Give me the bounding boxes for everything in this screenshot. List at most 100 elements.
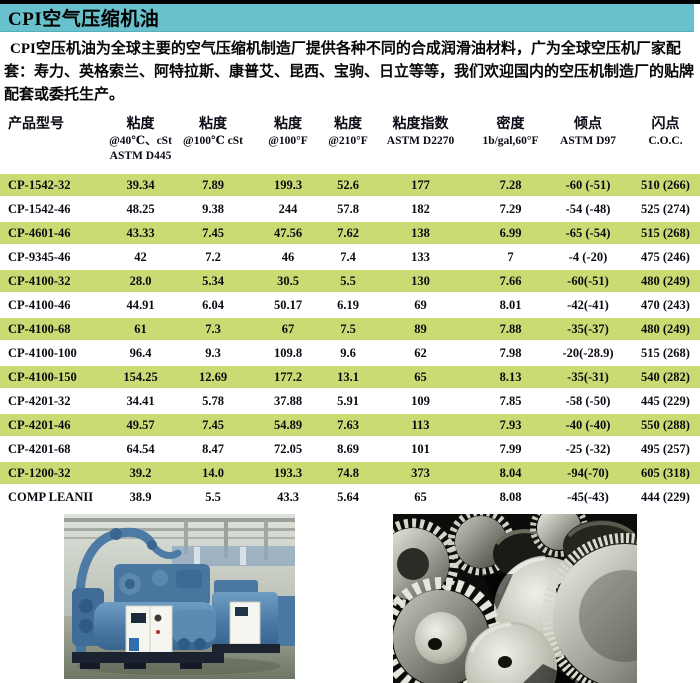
value-cell: 7.3 [173,317,253,342]
value-cell: 7.45 [173,413,253,438]
table-row: CP-4601-46 43.33 7.45 47.56 7.62 138 6.99 -65 (… [0,221,700,246]
column-header: 闪点 C.O.C. [623,112,700,174]
value-cell: 8.08 [468,485,553,510]
value-cell: 43.3 [253,485,323,510]
table-row: CP-4100-150 154.25 12.69 177.2 13.1 65 8.13 -35… [0,365,700,390]
column-header: 粘度 @210°F [323,112,373,174]
product-model-cell: CP-4601-46 [0,221,108,246]
value-cell: 96.4 [108,341,173,366]
value-cell: -25 (-32) [553,437,623,462]
value-cell: 550 (288) [623,413,700,438]
value-cell: -54 (-48) [553,197,623,222]
value-cell: 7.98 [468,341,553,366]
product-model-cell: CP-4100-100 [0,341,108,366]
value-cell: -58 (-50) [553,389,623,414]
column-header-text: @100°F [268,135,308,147]
value-cell: 515 (268) [623,221,700,246]
value-cell: 7.4 [323,245,373,270]
value-cell: 50.17 [253,293,323,318]
column-header-text: C.O.C. [648,135,683,147]
value-cell: 6.19 [323,293,373,318]
compressor-units-photo [64,514,295,679]
value-cell: 39.34 [108,174,173,198]
value-cell: -35(-31) [553,365,623,390]
column-header-text: ASTM D97 [560,135,616,147]
value-cell: 109 [373,389,468,414]
value-cell: 52.6 [323,174,373,198]
value-cell: 62 [373,341,468,366]
value-cell: 7.45 [173,221,253,246]
value-cell: 89 [373,317,468,342]
value-cell: 9.38 [173,197,253,222]
value-cell: 42 [108,245,173,270]
value-cell: 7.62 [323,221,373,246]
value-cell: 7.88 [468,317,553,342]
value-cell: 13.1 [323,365,373,390]
column-header-text: 闪点 [651,117,680,132]
table-row: CP-4201-68 64.54 8.47 72.05 8.69 101 7.99 -25 (… [0,437,700,462]
value-cell: 14.0 [173,461,253,486]
value-cell: 64.54 [108,437,173,462]
value-cell: 8.01 [468,293,553,318]
value-cell: 44.91 [108,293,173,318]
product-model-cell: CP-4100-68 [0,317,108,342]
column-header-text: 1b/gal,60°F [482,135,539,147]
table-row: CP-1542-46 48.25 9.38 244 57.8 182 7.29 -54 (-4… [0,197,700,222]
value-cell: 515 (268) [623,341,700,366]
value-cell: 113 [373,413,468,438]
column-header-text: @40℃、cSt [109,135,172,147]
value-cell: -94(-70) [553,461,623,486]
column-header-text: 粘度 [274,117,302,132]
column-header: 粘度 @100℃ cSt [173,112,253,174]
table-row: CP-1542-32 39.34 7.89 199.3 52.6 177 7.28 -60 (… [0,174,700,198]
column-header: 倾点 ASTM D97 [553,112,623,174]
value-cell: 7.66 [468,269,553,294]
value-cell: 177 [373,174,468,198]
column-header-text: 密度 [496,117,525,132]
table-row: CP-4201-46 49.57 7.45 54.89 7.63 113 7.93 -40 (… [0,413,700,438]
value-cell: 7.63 [323,413,373,438]
product-model-cell: CP-4201-46 [0,413,108,438]
product-model-cell: CP-4100-32 [0,269,108,294]
column-header: 粘度 @40℃、cSt ASTM D445 [108,112,173,174]
table-row: COMP LEANII 38.9 5.5 43.3 5.64 65 8.08 -45(-43)… [0,485,700,510]
value-cell: 48.25 [108,197,173,222]
value-cell: 5.5 [173,485,253,510]
table-row: CP-4100-68 61 7.3 67 7.5 89 7.88 -35(-37) 480 (2… [0,317,700,342]
value-cell: 244 [253,197,323,222]
product-model-cell: CP-9345-46 [0,245,108,270]
value-cell: 6.04 [173,293,253,318]
value-cell: 445 (229) [623,389,700,414]
column-header: 密度 1b/gal,60°F [468,112,553,174]
value-cell: 480 (249) [623,269,700,294]
value-cell: 8.04 [468,461,553,486]
value-cell: 5.78 [173,389,253,414]
value-cell: 7.29 [468,197,553,222]
value-cell: 480 (249) [623,317,700,342]
value-cell: 109.8 [253,341,323,366]
value-cell: 495 (257) [623,437,700,462]
product-model-cell: CP-4100-46 [0,293,108,318]
value-cell: 605 (318) [623,461,700,486]
value-cell: 30.5 [253,269,323,294]
value-cell: 46 [253,245,323,270]
value-cell: 67 [253,317,323,342]
column-header-text: 产品型号 [8,117,64,132]
value-cell: 39.2 [108,461,173,486]
gear-train-photo [393,514,637,683]
value-cell: 540 (282) [623,365,700,390]
value-cell: 8.69 [323,437,373,462]
column-header-text: 粘度 [126,117,155,132]
value-cell: -65 (-54) [553,221,623,246]
value-cell: 8.13 [468,365,553,390]
value-cell: 47.56 [253,221,323,246]
oil-spec-table: 产品型号 粘度 @40℃、cSt ASTM D445 粘度 @100℃ cSt 粘度 @100… [0,112,700,510]
product-model-cell: CP-1200-32 [0,461,108,486]
product-model-cell: CP-4201-32 [0,389,108,414]
value-cell: 470 (243) [623,293,700,318]
value-cell: 69 [373,293,468,318]
value-cell: 6.99 [468,221,553,246]
column-header-text: ASTM D2270 [386,135,455,147]
value-cell: 444 (229) [623,485,700,510]
value-cell: 65 [373,365,468,390]
